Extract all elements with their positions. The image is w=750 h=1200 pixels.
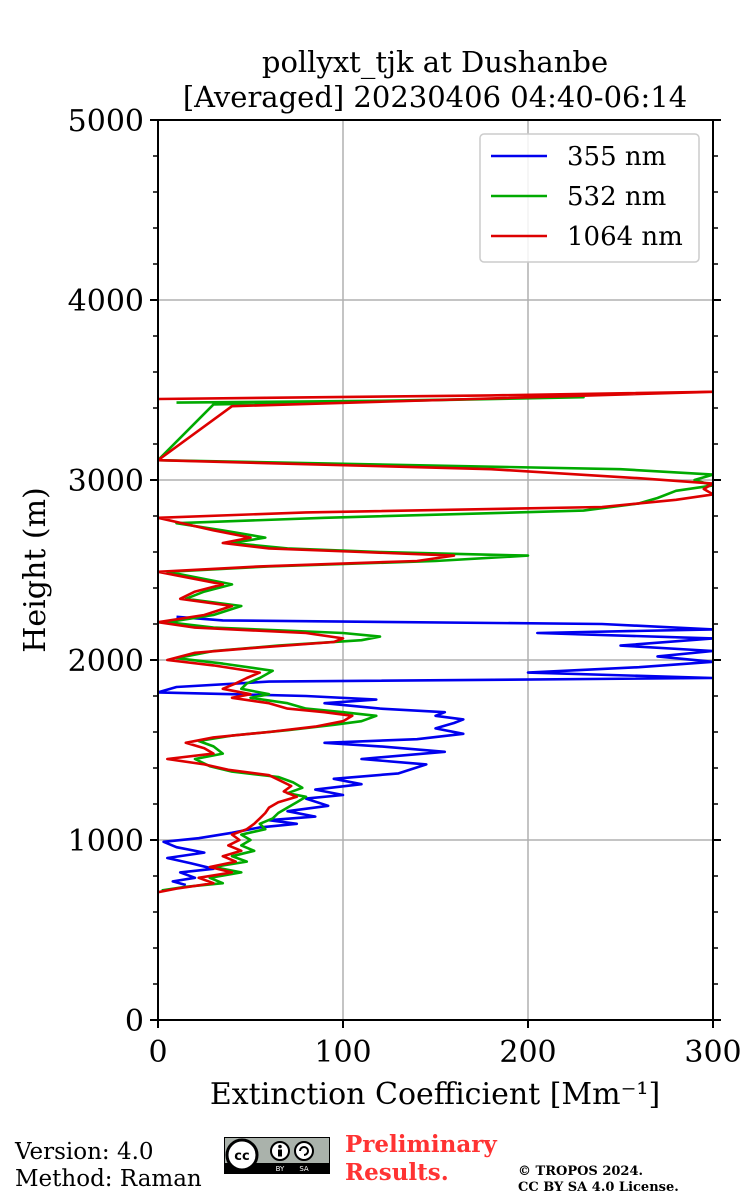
x-tick-label: 200 (499, 1035, 556, 1070)
series-line-355-nm (158, 615, 713, 887)
y-tick-label: 0 (125, 1004, 144, 1039)
x-tick-label: 0 (148, 1035, 167, 1070)
cc-license-logo: cc BY SA (224, 1137, 330, 1174)
plot-frame (157, 119, 714, 1021)
legend-label: 532 nm (567, 182, 666, 212)
y-axis-title: Height (m) (18, 487, 53, 652)
series-lines (158, 390, 713, 894)
y-tick-label: 1000 (68, 824, 144, 859)
y-tick-label: 5000 (68, 104, 144, 139)
version-label: Version: 4.0 (15, 1139, 154, 1165)
version-info: Version: 4.0 Method: Raman (15, 1139, 202, 1193)
series-line-1064-nm (158, 390, 713, 894)
legend: 355 nm 532 nm 1064 nm (479, 133, 700, 263)
y-tick-label: 4000 (68, 284, 144, 319)
copyright-line1: © TROPOS 2024. (518, 1164, 644, 1179)
method-label: Method: Raman (15, 1166, 202, 1192)
legend-label: 355 nm (567, 142, 666, 172)
legend-label: 1064 nm (567, 222, 683, 252)
cc-icon: cc (234, 1149, 249, 1164)
chart-title-line1: pollyxt_tjk at Dushanbe (262, 45, 608, 80)
preliminary-line2: Results. (345, 1159, 449, 1186)
copyright-line2: CC BY SA 4.0 License. (518, 1180, 679, 1195)
y-tick-label: 2000 (68, 644, 144, 679)
chart-title-line2: [Averaged] 20230406 04:40-06:14 (183, 80, 687, 114)
by-label: BY (276, 1165, 285, 1173)
y-tick-label: 3000 (68, 464, 144, 499)
legend-box (479, 133, 700, 263)
x-tick-label: 300 (684, 1035, 741, 1070)
sa-icon (294, 1141, 314, 1161)
preliminary-notice: Preliminary Results. (345, 1131, 497, 1187)
x-axis-title: Extinction Coefficient [Mm⁻¹] (210, 1077, 660, 1112)
copyright-notice: © TROPOS 2024. CC BY SA 4.0 License. (518, 1164, 679, 1196)
x-tick-label: 100 (314, 1035, 371, 1070)
preliminary-line1: Preliminary (345, 1131, 497, 1158)
series-line-532-nm (158, 395, 713, 892)
sa-label: SA (299, 1165, 309, 1173)
